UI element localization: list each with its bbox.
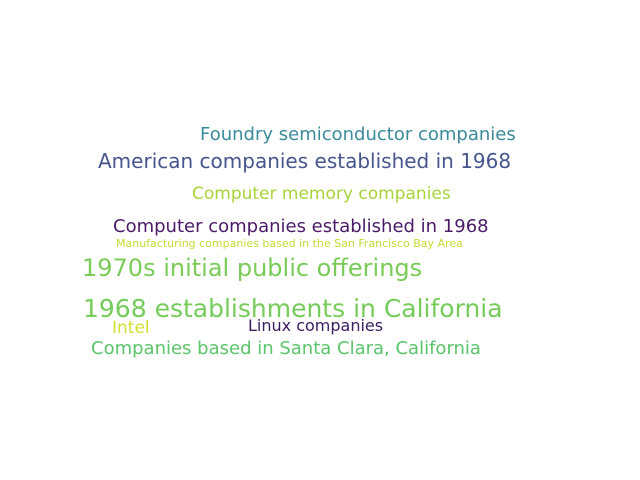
word-1970s-initial-public-offerings: 1970s initial public offerings bbox=[82, 254, 423, 282]
word-foundry-semiconductor-companies: Foundry semiconductor companies bbox=[200, 124, 516, 145]
word-computer-companies-established-1968: Computer companies established in 1968 bbox=[113, 216, 489, 237]
word-companies-santa-clara: Companies based in Santa Clara, Californ… bbox=[91, 338, 481, 359]
word-computer-memory-companies: Computer memory companies bbox=[192, 184, 451, 204]
word-american-companies-established-1968: American companies established in 1968 bbox=[98, 149, 512, 173]
word-manufacturing-companies-bay-area: Manufacturing companies based in the San… bbox=[116, 237, 463, 250]
word-1968-establishments-california: 1968 establishments in California bbox=[83, 294, 503, 323]
word-intel: Intel bbox=[112, 318, 150, 338]
word-linux-companies: Linux companies bbox=[248, 316, 384, 335]
